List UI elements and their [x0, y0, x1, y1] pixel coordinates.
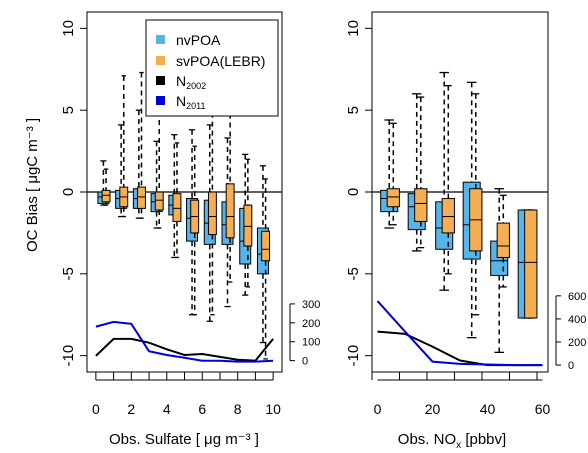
- box-svpoa: [496, 222, 510, 258]
- box-svpoa: [154, 191, 164, 211]
- box-svpoa: [261, 230, 271, 262]
- legend-label-nvpoa: nvPOA: [176, 32, 221, 48]
- y-tick-label: -5: [60, 267, 77, 280]
- y-tick-label: -10: [60, 345, 77, 367]
- count-line-n2002: [377, 330, 543, 367]
- y-tick-label: 10: [345, 20, 362, 37]
- legend-label-n2011: N2011: [176, 93, 205, 111]
- x-tick-label: 40: [480, 401, 496, 417]
- count-tick-label: 0: [302, 356, 308, 368]
- box-svpoa: [524, 209, 538, 319]
- box-svpoa: [414, 188, 428, 222]
- legend-label-n2011-sub: 2011: [186, 101, 205, 111]
- x-tick-label: 4: [163, 401, 171, 417]
- y-tick-label: -10: [345, 345, 362, 367]
- y-axis-label: OC Bias [ μgC m⁻³ ]: [24, 118, 41, 252]
- x-tick-label: 8: [234, 401, 242, 417]
- y-tick-label: 10: [60, 20, 77, 37]
- box-svpoa: [441, 198, 455, 234]
- x-axis-label-right-tail: [pbbv]: [461, 431, 506, 448]
- x-axis-label-right-main: Obs. NO: [398, 431, 456, 448]
- count-line-n2011: [376, 300, 543, 367]
- box-svpoa: [207, 191, 217, 236]
- x-tick-label: 6: [198, 401, 206, 417]
- box-svpoa: [172, 193, 182, 222]
- legend-label-n2002-sub: 2002: [186, 81, 206, 91]
- count-tick-label: 100: [302, 337, 320, 349]
- x-tick-label: 0: [374, 401, 382, 417]
- count-tick-label: 400: [568, 314, 586, 326]
- y-tick-label: -5: [345, 267, 362, 280]
- box-svpoa: [243, 204, 253, 247]
- legend-frame: [145, 19, 279, 117]
- legend-swatch-svpoa: [156, 56, 165, 65]
- x-axis-label-left: Obs. Sulfate [ μg m⁻³ ]: [109, 431, 259, 448]
- y-tick-label: 5: [345, 106, 362, 114]
- count-tick-label: 0: [568, 360, 574, 372]
- count-tick-label: 200: [568, 337, 586, 349]
- count-tick-label: 200: [302, 318, 320, 330]
- x-tick-label: 20: [425, 401, 441, 417]
- legend-label-n2002: N2002: [176, 73, 206, 91]
- legend: nvPOA svPOA(LEBR) N2002 N2011: [145, 19, 279, 117]
- x-axis-label-right-sub: x: [456, 440, 461, 451]
- legend-swatch-nvpoa: [156, 35, 165, 44]
- legend-swatch-n2002: [156, 76, 165, 85]
- y-tick-label: 5: [60, 106, 77, 114]
- x-tick-label: 10: [265, 401, 281, 417]
- count-tick-label: 300: [302, 299, 320, 311]
- box-svpoa: [386, 188, 400, 208]
- y-tick-label: 0: [60, 188, 77, 196]
- x-axis-label-right: Obs. NOx [pbbv]: [398, 431, 506, 451]
- legend-swatch-n2011: [156, 96, 165, 105]
- legend-label-n2002-main: N: [176, 73, 186, 89]
- box-svpoa: [137, 186, 146, 209]
- x-tick-label: 0: [92, 401, 100, 417]
- box-svpoa: [225, 183, 235, 239]
- count-line-n2002: [95, 337, 274, 362]
- y-tick-label: 0: [345, 188, 362, 196]
- count-line-n2011: [95, 320, 274, 363]
- legend-label-n2011-main: N: [176, 93, 186, 109]
- legend-label-svpoa: svPOA(LEBR): [176, 53, 265, 69]
- x-tick-label: 2: [127, 401, 135, 417]
- box-svpoa: [101, 189, 111, 203]
- x-tick-label: 60: [535, 401, 551, 417]
- count-tick-label: 600: [568, 291, 586, 303]
